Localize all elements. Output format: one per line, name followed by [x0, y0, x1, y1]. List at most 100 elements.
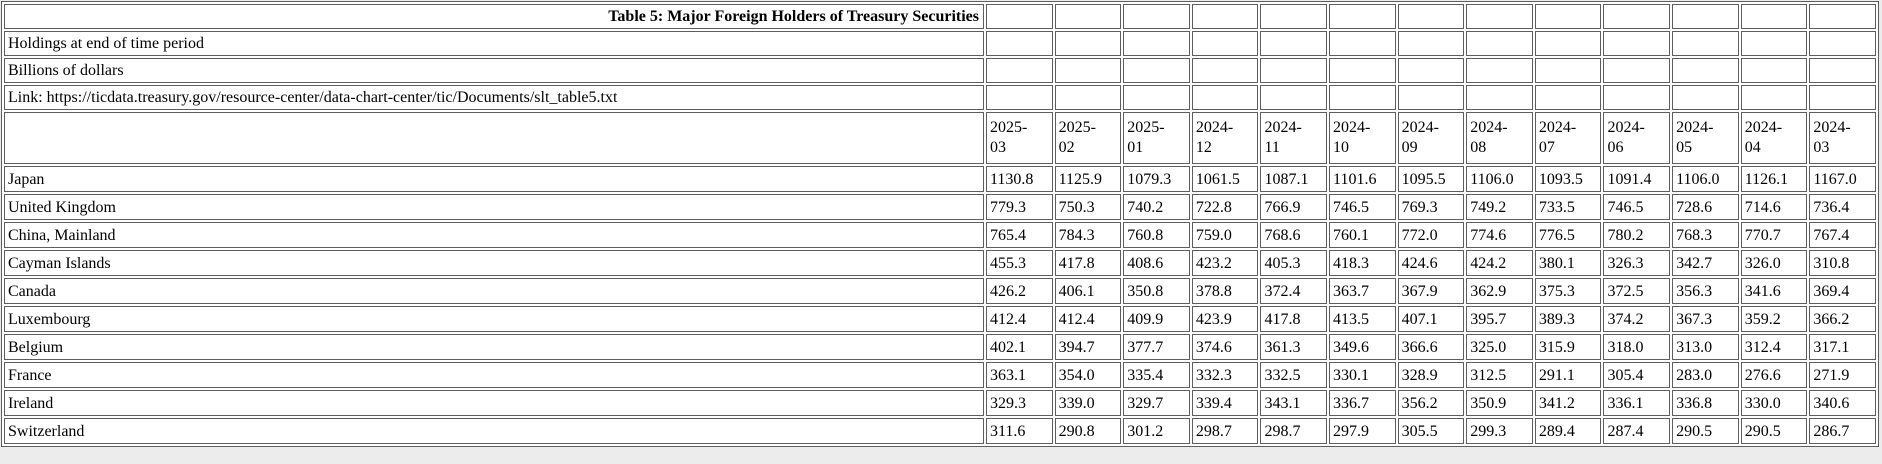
value-cell: 395.7	[1466, 306, 1533, 332]
value-cell: 394.7	[1054, 334, 1122, 360]
column-header-label: 2025-03	[990, 119, 1028, 156]
value-cell: 749.2	[1466, 194, 1533, 220]
empty-cell	[1397, 4, 1465, 29]
column-header-2024-09: 2024-09	[1397, 112, 1465, 164]
column-header-label: 2024-03	[1813, 119, 1851, 156]
empty-cell	[1740, 4, 1808, 29]
value-cell: 733.5	[1534, 194, 1602, 220]
column-header-label: 2025-01	[1127, 119, 1165, 156]
empty-cell	[1534, 58, 1602, 83]
value-cell: 776.5	[1534, 222, 1602, 248]
value-cell: 784.3	[1054, 222, 1122, 248]
value-cell: 298.7	[1191, 418, 1259, 444]
column-header-label: 2025-02	[1058, 119, 1096, 156]
value-cell: 367.9	[1397, 278, 1465, 304]
column-header-2024-11: 2024-11	[1260, 112, 1328, 164]
value-cell: 378.8	[1191, 278, 1259, 304]
value-cell: 1061.5	[1191, 166, 1259, 192]
empty-cell	[1123, 58, 1190, 83]
value-cell: 746.5	[1329, 194, 1396, 220]
subtitle-holdings: Holdings at end of time period	[4, 31, 984, 56]
value-cell: 305.4	[1603, 362, 1671, 388]
value-cell: 409.9	[1123, 306, 1190, 332]
value-cell: 412.4	[1054, 306, 1122, 332]
empty-cell	[1191, 4, 1259, 29]
empty-cell	[1329, 4, 1396, 29]
value-cell: 335.4	[1123, 362, 1190, 388]
value-cell: 407.1	[1397, 306, 1465, 332]
value-cell: 329.3	[986, 390, 1053, 416]
empty-cell	[1534, 85, 1602, 110]
value-cell: 332.5	[1260, 362, 1328, 388]
value-cell: 366.6	[1397, 334, 1465, 360]
empty-cell	[1534, 4, 1602, 29]
link-row: Link: https://ticdata.treasury.gov/resou…	[4, 85, 1876, 110]
value-cell: 318.0	[1603, 334, 1671, 360]
empty-cell	[1054, 85, 1122, 110]
value-cell: 424.6	[1397, 250, 1465, 276]
column-header-label: 2024-09	[1401, 119, 1439, 156]
column-header-label: 2024-10	[1333, 119, 1371, 156]
value-cell: 728.6	[1672, 194, 1739, 220]
value-cell: 328.9	[1397, 362, 1465, 388]
subtitle-row-holdings: Holdings at end of time period	[4, 31, 1876, 56]
country-cell: Canada	[4, 278, 984, 304]
value-cell: 311.6	[986, 418, 1053, 444]
country-cell: United Kingdom	[4, 194, 984, 220]
value-cell: 1079.3	[1123, 166, 1190, 192]
empty-cell	[1329, 31, 1396, 56]
value-cell: 312.5	[1466, 362, 1533, 388]
value-cell: 339.4	[1191, 390, 1259, 416]
value-cell: 329.7	[1123, 390, 1190, 416]
column-header-2025-01: 2025-01	[1123, 112, 1190, 164]
value-cell: 374.6	[1191, 334, 1259, 360]
table-row: United Kingdom 779.3 750.3 740.2 722.8 766.9 7…	[4, 194, 1876, 220]
empty-cell	[1672, 31, 1739, 56]
value-cell: 766.9	[1260, 194, 1328, 220]
empty-cell	[1123, 4, 1190, 29]
value-cell: 366.2	[1809, 306, 1876, 332]
empty-cell	[1809, 31, 1876, 56]
empty-cell	[1191, 31, 1259, 56]
column-header-2024-05: 2024-05	[1672, 112, 1739, 164]
table-row: Canada 426.2 406.1 350.8 378.8 372.4 363.7 367.…	[4, 278, 1876, 304]
value-cell: 286.7	[1809, 418, 1876, 444]
value-cell: 426.2	[986, 278, 1053, 304]
value-cell: 290.5	[1672, 418, 1739, 444]
empty-cell	[1672, 58, 1739, 83]
value-cell: 1095.5	[1397, 166, 1465, 192]
value-cell: 299.3	[1466, 418, 1533, 444]
empty-cell	[1054, 31, 1122, 56]
column-header-label: 2024-05	[1676, 119, 1714, 156]
empty-cell	[1260, 85, 1328, 110]
empty-cell	[986, 58, 1053, 83]
value-cell: 301.2	[1123, 418, 1190, 444]
empty-cell	[1397, 31, 1465, 56]
empty-cell	[1260, 4, 1328, 29]
column-header-2024-12: 2024-12	[1191, 112, 1259, 164]
value-cell: 412.4	[986, 306, 1053, 332]
subtitle-units: Billions of dollars	[4, 58, 984, 83]
value-cell: 341.6	[1740, 278, 1808, 304]
empty-cell	[986, 31, 1053, 56]
value-cell: 424.2	[1466, 250, 1533, 276]
value-cell: 1125.9	[1054, 166, 1122, 192]
column-header-2024-08: 2024-08	[1466, 112, 1533, 164]
empty-cell	[1397, 85, 1465, 110]
value-cell: 765.4	[986, 222, 1053, 248]
empty-cell	[1672, 85, 1739, 110]
value-cell: 310.8	[1809, 250, 1876, 276]
column-header-row: 2025-03 2025-02 2025-01 2024-12 2024-11 2024-…	[4, 112, 1876, 164]
country-cell: Luxembourg	[4, 306, 984, 332]
value-cell: 372.4	[1260, 278, 1328, 304]
empty-cell	[1672, 4, 1739, 29]
column-header-2024-04: 2024-04	[1740, 112, 1808, 164]
column-header-2025-03: 2025-03	[986, 112, 1053, 164]
value-cell: 1106.0	[1466, 166, 1533, 192]
country-cell: Ireland	[4, 390, 984, 416]
value-cell: 417.8	[1054, 250, 1122, 276]
value-cell: 714.6	[1740, 194, 1808, 220]
value-cell: 769.3	[1397, 194, 1465, 220]
column-header-label: 2024-04	[1744, 119, 1783, 156]
value-cell: 339.0	[1054, 390, 1122, 416]
